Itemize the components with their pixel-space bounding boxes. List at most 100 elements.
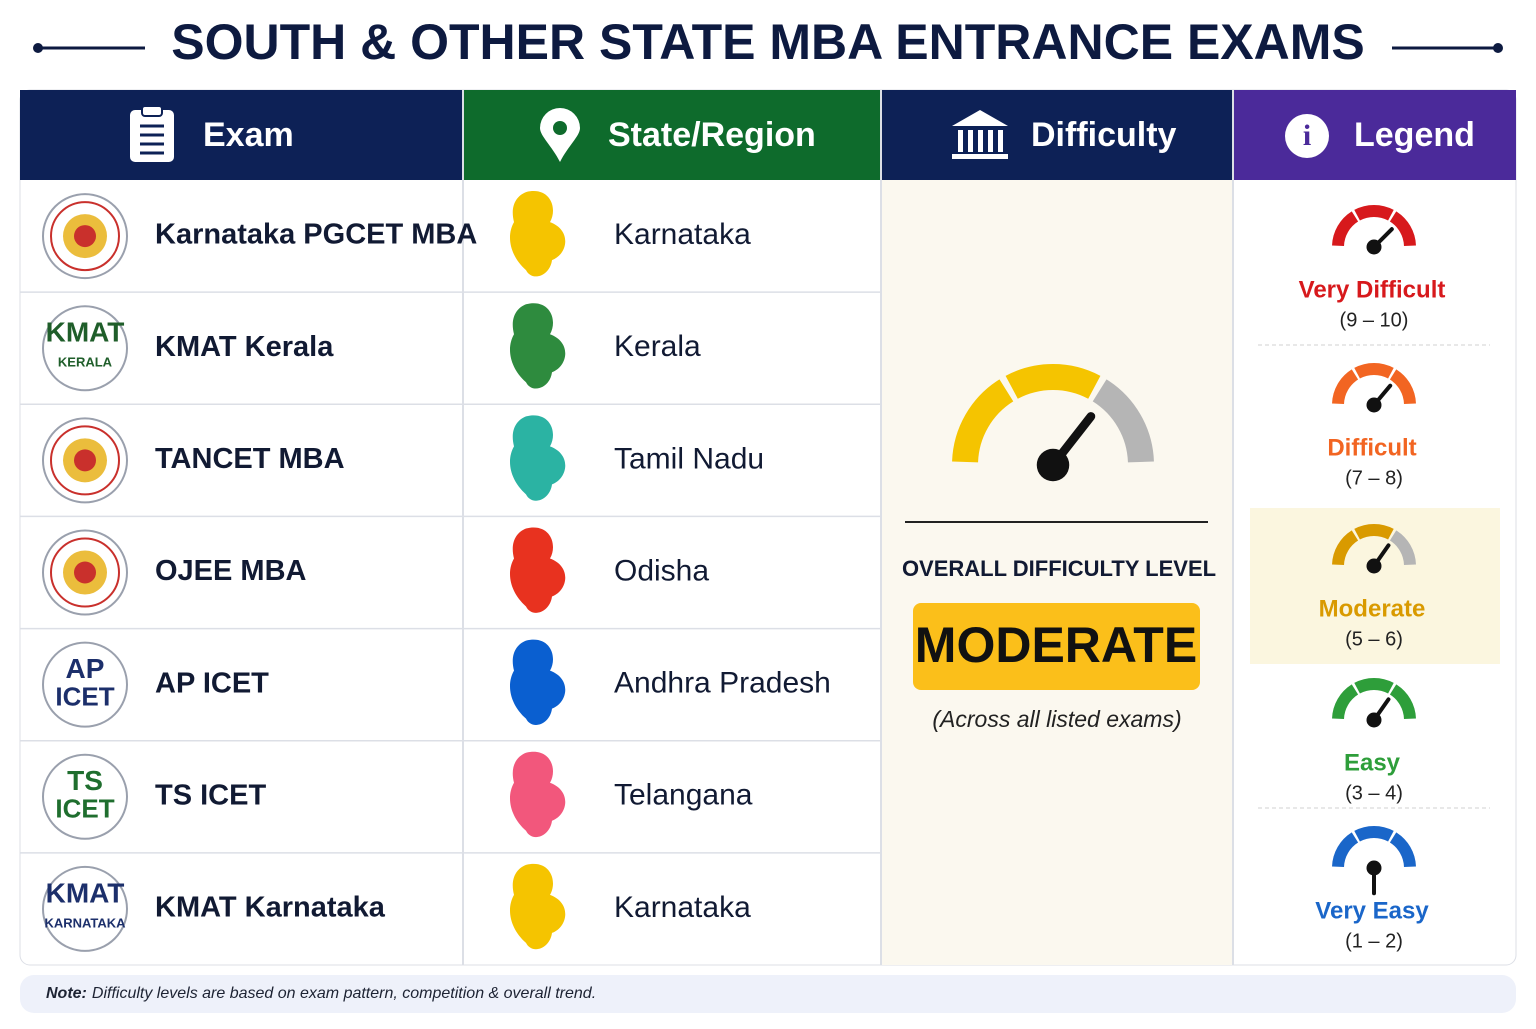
gauge-hub [1366,860,1382,876]
title: SOUTH & OTHER STATE MBA ENTRANCE EXAMS [171,14,1365,70]
legend-range: (3 – 4) [1345,782,1403,804]
gauge-segment [1332,530,1359,566]
seal [50,425,120,496]
gauge-segment [1092,379,1154,463]
title-dot [33,43,43,53]
icon [958,130,963,152]
exam-logo [42,641,128,728]
gauge-segment [1389,530,1416,566]
icon [968,130,973,152]
legend-label: Easy [1344,749,1401,776]
gauge-segment [1354,205,1394,221]
difficulty-level: MODERATE [915,617,1197,673]
state-name: Odisha [614,554,709,587]
icon [952,154,1008,159]
gauge-segment [1389,832,1416,868]
state-map [510,527,566,613]
state-name: Karnataka [614,891,751,924]
exam-name: Karnataka PGCET MBA [155,219,477,251]
icon [1285,114,1329,158]
icon [978,130,983,152]
gauge-hub [1366,558,1382,574]
logo-text: KMAT [46,317,125,348]
gauge-segment [1354,363,1394,379]
seal [74,449,96,472]
column-header-label: Difficulty [1031,116,1177,154]
exam-name: OJEE MBA [155,555,307,587]
legend-range: (1 – 2) [1345,930,1403,952]
legend-label: Difficult [1327,434,1416,461]
difficulty-scope: (Across all listed exams) [932,706,1181,732]
seal [50,537,120,608]
gauge-segment [1332,211,1359,247]
logo-text: KERALA [58,355,113,370]
exam-name: KMAT Karnataka [155,892,386,924]
logo-text: KARNATAKA [44,915,126,930]
state-name: Tamil Nadu [614,442,764,475]
logo-text: ICET [55,682,114,712]
gauge-segment [1354,524,1394,540]
state-name: Karnataka [614,218,751,251]
column-header [881,90,1233,180]
gauge-hub [1366,239,1382,255]
gauge-segment [1332,369,1359,405]
gauge-hub [1366,397,1382,413]
legend-label: Very Difficult [1299,276,1446,303]
note-text: Difficulty levels are based on exam patt… [92,985,596,1002]
exam-name: AP ICET [155,667,269,699]
state-name: Andhra Pradesh [614,667,831,700]
state-map [510,303,566,389]
exam-name: TANCET MBA [155,443,345,475]
seal [74,225,96,248]
gauge-hub [1036,448,1070,482]
column-header [20,90,463,180]
exam-name: KMAT Kerala [155,331,334,363]
note-bar [20,975,1516,1013]
gauge-hub [1366,712,1382,728]
state-map [510,415,566,501]
legend-range: (5 – 6) [1345,628,1403,650]
legend-range: (9 – 10) [1340,309,1409,331]
exam-logo [42,865,128,952]
gauge-segment [1389,211,1416,247]
difficulty-caption: OVERALL DIFFICULTY LEVEL [902,556,1216,581]
gauge-segment [1005,364,1101,399]
gauge-segment [1332,832,1359,868]
legend-range: (7 – 8) [1345,467,1403,489]
state-map [510,863,566,950]
exam-logo [42,305,128,392]
icon [998,130,1003,152]
icon [952,110,1008,126]
level-badge [913,603,1200,690]
gauge-segment [1389,369,1416,405]
seal [50,201,120,272]
gauge-segment [1332,684,1359,720]
icon [141,105,163,117]
state-map [510,751,566,838]
seal [74,561,96,584]
column-header-label: State/Region [608,116,816,154]
gauge-segment [1354,678,1394,694]
column-header [463,90,881,180]
icon [553,121,567,135]
column-header [1233,90,1516,180]
title-dot [1493,43,1503,53]
gauge-segment [952,379,1014,463]
legend-label: Very Easy [1315,897,1429,924]
logo-text: ICET [55,794,114,824]
difficulty-column [881,180,1233,965]
exam-logo [42,753,128,840]
column-header-label: Exam [203,116,294,154]
exam-name: TS ICET [155,779,266,811]
state-map [510,639,566,725]
logo-text: AP [66,653,105,684]
gauge-segment [1389,684,1416,720]
state-name: Kerala [614,330,701,363]
note: Note: Difficulty levels are based on exam… [46,985,596,1002]
column-header-label: Legend [1354,116,1475,154]
state-map [510,191,566,277]
state-name: Telangana [614,779,753,812]
logo-text: KMAT [46,877,125,908]
